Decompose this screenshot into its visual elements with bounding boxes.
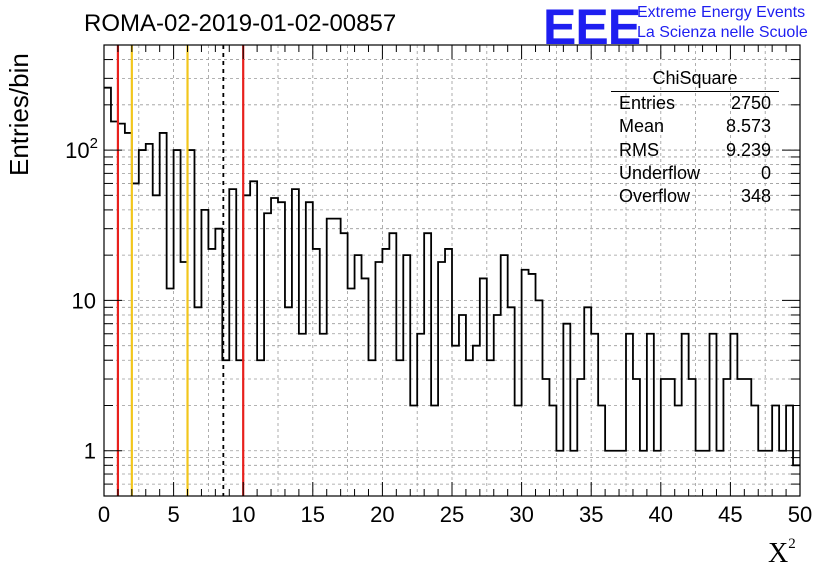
y-axis-label: Entries/bin (4, 53, 34, 176)
y-tick-label: 102 (65, 135, 98, 163)
stats-value: 348 (740, 186, 771, 207)
stats-value: 2750 (730, 93, 771, 113)
x-tick-label: 40 (649, 502, 673, 527)
stats-label: Overflow (619, 186, 691, 207)
stats-label: Mean (619, 116, 665, 137)
x-tick-label: 5 (167, 502, 179, 527)
stats-value: 0 (760, 162, 771, 183)
stats-row-overflow: Overflow 348 (611, 185, 779, 208)
y-tick-label: 10 (72, 288, 96, 313)
x-tick-label: 45 (718, 502, 742, 527)
x-tick-label: 25 (440, 502, 464, 527)
branding-line-2: La Scienza nelle Scuole (637, 24, 808, 41)
x-tick-label: 50 (788, 502, 812, 527)
branding-line-1: Extreme Energy Events (637, 4, 806, 21)
stats-label: RMS (619, 139, 659, 160)
chart-title: ROMA-02-2019-01-02-00857 (84, 10, 397, 37)
stats-title: ChiSquare (611, 68, 779, 92)
stats-value: 9.239 (725, 139, 771, 160)
eee-logo: EEE (543, 0, 641, 55)
x-axis-label-base: X (768, 538, 789, 569)
x-tick-label: 35 (579, 502, 603, 527)
stats-label: Entries (619, 93, 676, 113)
stats-row-entries: Entries 2750 (611, 92, 779, 115)
stats-row-rms: RMS 9.239 (611, 139, 779, 162)
x-axis-label: X2 (768, 536, 796, 570)
y-tick-label: 1 (84, 439, 96, 464)
x-tick-label: 10 (231, 502, 255, 527)
x-tick-label: 0 (98, 502, 110, 527)
x-tick-label: 30 (509, 502, 533, 527)
stats-row-underflow: Underflow 0 (611, 162, 779, 185)
x-tick-label: 15 (301, 502, 325, 527)
x-axis-label-superscript: 2 (788, 536, 796, 552)
stats-value: 8.573 (725, 116, 771, 137)
stats-box: ChiSquare Entries 2750 Mean 8.573 RMS 9.239… (611, 68, 779, 208)
stats-row-mean: Mean 8.573 (611, 115, 779, 138)
histogram-outline (104, 86, 800, 467)
x-tick-label: 20 (370, 502, 394, 527)
stats-label: Underflow (619, 162, 701, 183)
